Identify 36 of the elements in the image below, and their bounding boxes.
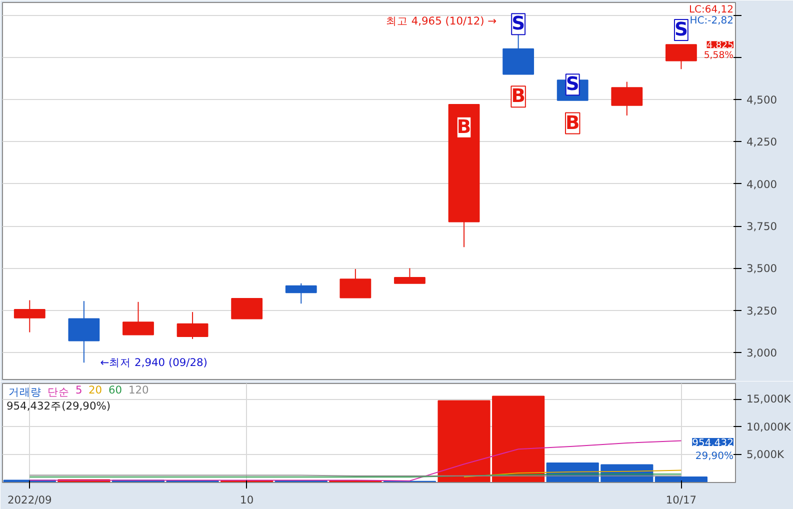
y-tick-label: 4,000	[746, 178, 778, 191]
data-label: S	[566, 74, 580, 96]
text: 120	[128, 384, 150, 396]
y-tick-label: 3,250	[746, 304, 778, 318]
y-tick-label: 4,250	[746, 136, 778, 149]
text: 60	[108, 384, 122, 396]
line-series	[464, 470, 682, 478]
legend-title: 단순	[48, 386, 70, 398]
y-tick-label: 10,000K	[746, 420, 792, 434]
text: 5	[76, 384, 82, 396]
data-label: S	[674, 19, 688, 40]
data-label: B	[566, 112, 580, 134]
annotation: 954,432주(29,90%)	[6, 400, 111, 412]
y-tick-label: 15,000K	[746, 392, 792, 406]
y-tick-label: 5,000K	[746, 448, 786, 462]
x-tick-label: 2022/09	[8, 494, 52, 506]
annotation: 29,90%	[695, 450, 734, 462]
y-tick-label: 3,500	[746, 262, 778, 276]
data-label: S	[512, 14, 526, 35]
annotation: 최고 4,965 (10/12) →	[386, 14, 497, 28]
annotation: LC:64,12	[688, 4, 734, 16]
x-tick-label: 10/17	[666, 494, 697, 506]
x-tick-label: 10	[240, 494, 254, 506]
y-tick-label: 3,000	[746, 346, 778, 360]
data-label: B	[511, 86, 526, 108]
y-tick-label: 3,750	[746, 220, 778, 233]
text: 20	[88, 384, 102, 396]
annotation: HC:-2,82	[690, 16, 734, 26]
bar	[654, 476, 708, 482]
line-series	[29, 440, 682, 482]
annotation: 954,432	[692, 438, 734, 449]
annotation: 5,58%	[704, 50, 734, 62]
text: 거래량	[8, 386, 42, 398]
y-tick-label: 4,500	[746, 93, 778, 106]
data-label: B	[456, 116, 472, 138]
annotation: ←최저 2,940 (09/28)	[100, 356, 208, 370]
